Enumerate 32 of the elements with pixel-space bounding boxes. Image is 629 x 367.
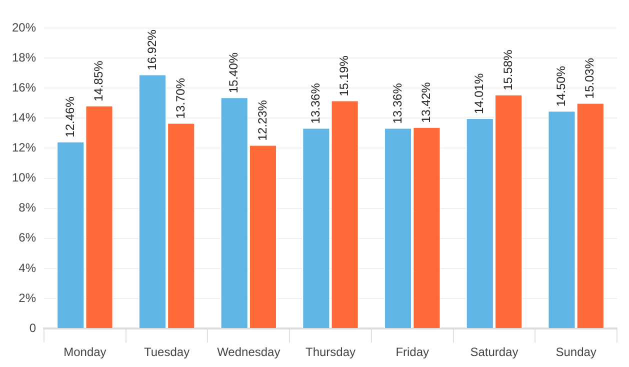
data-label: 15.03%: [582, 58, 597, 99]
y-tick-label: 2%: [18, 290, 36, 305]
y-tick-label: 16%: [12, 80, 36, 94]
data-label: 12.46%: [62, 96, 77, 138]
y-tick-label: 10%: [12, 170, 36, 185]
x-tick-label: Friday: [396, 345, 430, 360]
x-tick-label: Tuesday: [144, 345, 190, 360]
data-label: 14.01%: [472, 73, 486, 114]
x-tick-label: Saturday: [470, 345, 518, 360]
data-label: 13.36%: [308, 82, 322, 124]
y-tick-label: 6%: [18, 230, 36, 245]
y-tick-label: 8%: [18, 200, 36, 215]
data-label: 13.36%: [390, 82, 404, 124]
y-tick-label: 0: [29, 320, 36, 335]
x-tick-label: Thursday: [305, 345, 356, 360]
data-label: 13.42%: [419, 82, 433, 123]
data-label: 12.23%: [255, 100, 270, 141]
y-tick-label: 12%: [12, 140, 36, 155]
y-tick-label: 20%: [12, 20, 36, 34]
data-label: 15.40%: [226, 52, 241, 94]
data-label: 15.19%: [337, 55, 352, 96]
data-label: 16.92%: [144, 29, 159, 70]
x-tick-label: Monday: [64, 345, 106, 360]
y-tick-label: 14%: [12, 110, 36, 124]
y-tick-label: 4%: [18, 260, 36, 275]
data-label: 15.58%: [500, 49, 515, 90]
x-tick-label: Wednesday: [217, 345, 280, 360]
data-label: 14.50%: [554, 66, 568, 107]
data-label: 14.85%: [92, 60, 106, 102]
x-tick-label: Sunday: [556, 345, 596, 360]
y-tick-label: 18%: [12, 50, 36, 64]
data-label: 13.70%: [173, 78, 188, 119]
